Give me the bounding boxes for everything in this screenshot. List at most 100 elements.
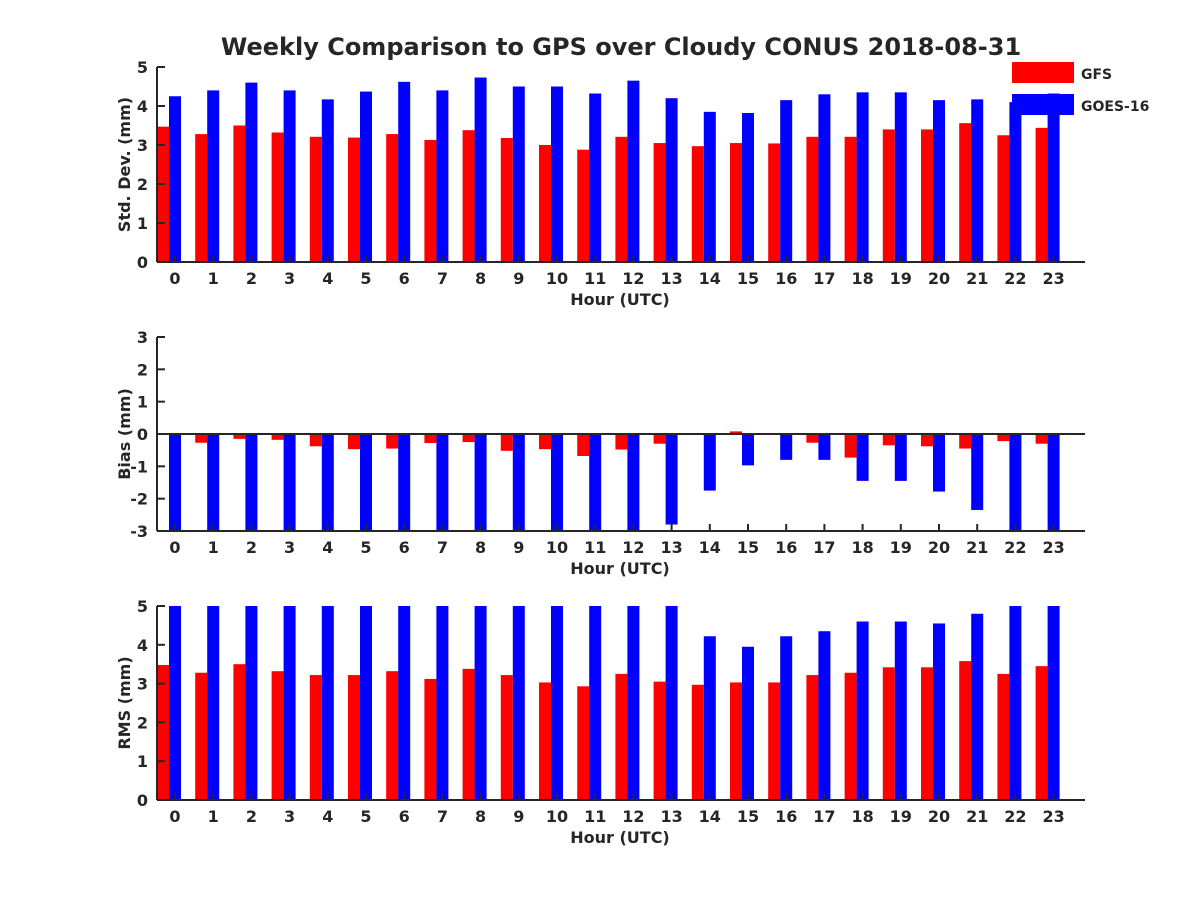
bar-gfs-13	[653, 143, 666, 262]
bar-gfs-22	[997, 673, 1010, 800]
bar-gfs-7	[424, 678, 437, 800]
x-tick-label: 17	[813, 538, 835, 557]
x-tick-label: 20	[928, 538, 950, 557]
x-tick-label: 8	[475, 269, 486, 288]
bar-goes-16-15	[742, 646, 754, 800]
x-tick-label: 23	[1042, 538, 1064, 557]
bar-goes-16-3	[283, 606, 296, 800]
bar-goes-16-6	[398, 606, 411, 800]
bar-gfs-12	[615, 673, 628, 800]
x-tick-label: 15	[737, 269, 759, 288]
bar-goes-16-13	[665, 98, 678, 262]
y-tick-label: 3	[137, 328, 148, 347]
bar-goes-16-15	[742, 434, 754, 466]
bar-goes-16-12	[627, 80, 640, 263]
y-tick-label: -3	[130, 522, 148, 541]
x-tick-label: 9	[513, 807, 524, 826]
x-tick-label: 18	[851, 269, 873, 288]
x-tick-label: 0	[169, 538, 180, 557]
bar-gfs-23	[1035, 666, 1048, 800]
x-tick-label: 19	[890, 807, 912, 826]
x-tick-label: 19	[890, 538, 912, 557]
x-tick-label: 7	[437, 269, 448, 288]
x-tick-label: 0	[169, 807, 180, 826]
bar-goes-16-9	[512, 434, 525, 531]
x-axis-label: Hour (UTC)	[570, 828, 670, 847]
bar-goes-16-17	[818, 94, 831, 262]
bar-goes-16-10	[551, 86, 563, 262]
bar-goes-16-15	[742, 113, 754, 263]
legend-swatch-gfs	[1012, 62, 1074, 83]
x-tick-label: 11	[584, 269, 606, 288]
x-tick-label: 14	[699, 269, 721, 288]
x-tick-label: 4	[322, 269, 333, 288]
y-tick-label: 0	[137, 253, 148, 272]
legend-label-goes-16: GOES-16	[1081, 99, 1149, 115]
bar-gfs-20	[921, 129, 933, 262]
bar-gfs-17	[806, 136, 819, 262]
x-tick-label: 17	[813, 807, 835, 826]
y-tick-label: 5	[137, 597, 148, 616]
bar-gfs-4	[309, 675, 322, 800]
x-tick-label: 17	[813, 269, 835, 288]
x-tick-label: 18	[851, 807, 873, 826]
bar-goes-16-21	[971, 434, 984, 510]
x-tick-label: 2	[246, 269, 257, 288]
bar-gfs-17	[806, 434, 819, 443]
bar-goes-16-13	[665, 606, 678, 800]
x-tick-label: 7	[437, 807, 448, 826]
bar-gfs-21	[959, 434, 972, 449]
x-tick-label: 12	[622, 269, 644, 288]
bar-goes-16-2	[245, 606, 258, 800]
bar-gfs-20	[921, 667, 933, 800]
bar-goes-16-11	[589, 434, 602, 531]
x-tick-label: 9	[513, 538, 524, 557]
bar-gfs-3	[271, 671, 284, 800]
bar-gfs-2	[233, 664, 246, 800]
x-tick-label: 23	[1042, 807, 1064, 826]
bar-goes-16-20	[933, 100, 945, 263]
bar-gfs-8	[462, 434, 475, 443]
bar-goes-16-10	[551, 434, 563, 531]
bar-goes-16-11	[589, 606, 602, 800]
bar-goes-16-17	[818, 434, 831, 460]
bar-goes-16-10	[551, 606, 563, 800]
bar-goes-16-16	[780, 434, 793, 460]
bar-gfs-13	[653, 434, 666, 444]
bar-gfs-9	[500, 675, 513, 800]
x-tick-label: 22	[1004, 538, 1026, 557]
bar-goes-16-19	[894, 92, 907, 262]
x-tick-label: 14	[699, 538, 721, 557]
bar-goes-16-22	[1009, 434, 1022, 531]
x-tick-label: 1	[208, 538, 219, 557]
bar-goes-16-8	[474, 606, 487, 800]
bar-goes-16-21	[971, 99, 984, 263]
bar-goes-16-17	[818, 631, 831, 800]
x-tick-label: 8	[475, 538, 486, 557]
bar-gfs-10	[539, 682, 551, 800]
x-tick-label: 16	[775, 538, 797, 557]
x-tick-label: 22	[1004, 807, 1026, 826]
bar-goes-16-4	[321, 606, 334, 800]
x-tick-label: 13	[660, 807, 682, 826]
bar-gfs-18	[844, 672, 857, 800]
bar-goes-16-6	[398, 81, 411, 262]
x-tick-label: 16	[775, 807, 797, 826]
bar-gfs-11	[577, 686, 590, 800]
x-tick-label: 21	[966, 807, 988, 826]
x-tick-label: 23	[1042, 269, 1064, 288]
bar-goes-16-8	[474, 434, 487, 531]
bar-goes-16-4	[321, 99, 334, 263]
bar-gfs-13	[653, 681, 666, 800]
bar-gfs-1	[195, 134, 208, 262]
bar-gfs-20	[921, 434, 933, 447]
bar-goes-16-22	[1009, 606, 1022, 800]
bar-gfs-2	[233, 434, 246, 439]
bar-goes-16-16	[780, 100, 793, 263]
bar-gfs-12	[615, 434, 628, 450]
bar-gfs-5	[348, 137, 360, 262]
bar-gfs-5	[348, 434, 360, 450]
